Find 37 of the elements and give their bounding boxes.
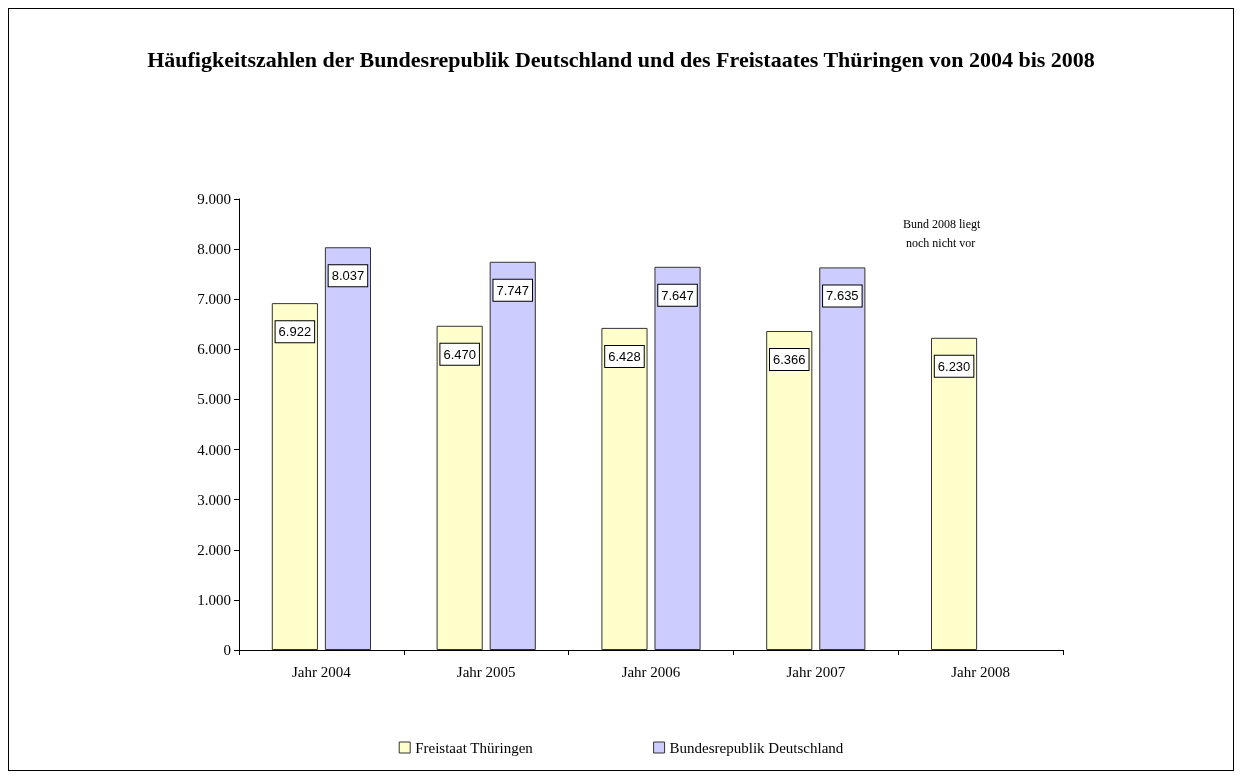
data-label: 6.366 bbox=[772, 351, 806, 367]
data-label: 6.230 bbox=[937, 358, 971, 374]
y-tick-label: 7.000 bbox=[197, 291, 231, 308]
bar bbox=[766, 330, 813, 650]
y-tick-label: 8.000 bbox=[197, 241, 231, 258]
y-tick-label: 6.000 bbox=[197, 341, 231, 358]
bar bbox=[654, 266, 701, 650]
x-tick-label: Jahr 2006 bbox=[621, 663, 681, 680]
legend-label: Bundesrepublik Deutschland bbox=[669, 739, 844, 756]
bar bbox=[489, 261, 536, 650]
chart-title: Häufigkeitszahlen der Bundesrepublik Deutschland und des Freistaates Thüringen von 2004 bis 2008 bbox=[147, 46, 1095, 72]
x-tick-label: Jahr 2004 bbox=[292, 663, 352, 680]
x-tick-label: Jahr 2005 bbox=[456, 663, 516, 680]
data-label: 6.922 bbox=[278, 324, 312, 340]
y-tick-label: 2.000 bbox=[197, 541, 231, 558]
y-tick-label: 1.000 bbox=[197, 591, 231, 608]
y-tick-label: 4.000 bbox=[197, 441, 231, 458]
data-label: 6.428 bbox=[608, 348, 641, 364]
legend-label: Freistaat Thüringen bbox=[415, 739, 534, 756]
y-tick-label: 9.000 bbox=[197, 191, 231, 207]
data-label: 8.037 bbox=[331, 268, 365, 284]
data-label: 7.635 bbox=[826, 288, 859, 304]
y-tick-label: 0 bbox=[223, 642, 231, 658]
data-label: 7.647 bbox=[661, 287, 694, 303]
bar bbox=[601, 327, 648, 650]
bar bbox=[436, 325, 483, 650]
y-tick-label: 3.000 bbox=[197, 491, 231, 508]
y-tick-label: 5.000 bbox=[197, 391, 231, 408]
data-label: 6.470 bbox=[443, 346, 476, 362]
x-tick-label: Jahr 2007 bbox=[786, 663, 846, 680]
bar bbox=[819, 267, 866, 650]
x-tick-label: Jahr 2008 bbox=[951, 663, 1010, 680]
bar bbox=[931, 337, 978, 650]
annotation: Bund 2008 liegt noch nicht vor bbox=[903, 216, 981, 250]
bar bbox=[324, 247, 371, 650]
bar bbox=[271, 303, 318, 650]
data-label: 7.747 bbox=[496, 282, 530, 298]
